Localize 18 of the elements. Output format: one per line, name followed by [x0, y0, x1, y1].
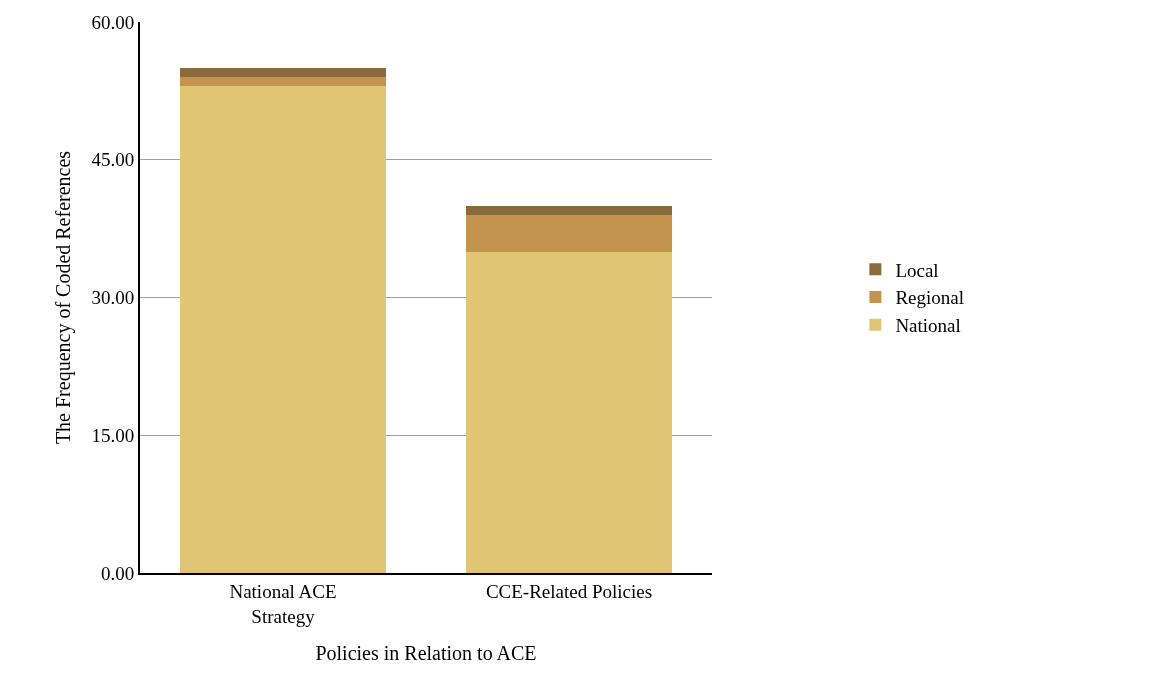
- legend-label: Local: [895, 259, 939, 281]
- y-tick-label: 15.00: [91, 424, 135, 446]
- bar: [180, 77, 386, 87]
- y-tick-label: 45.00: [91, 149, 135, 171]
- legend-label: Regional: [895, 287, 965, 309]
- legend-label: National: [895, 315, 961, 337]
- bar: [180, 67, 386, 78]
- y-tick-label: 30.00: [91, 287, 135, 309]
- y-axis-title: The Frequency of Coded References: [52, 150, 76, 445]
- y-tick-label: 60.00: [91, 11, 135, 33]
- bar: [466, 251, 672, 573]
- bar: [466, 205, 672, 215]
- y-tick-label: 0.00: [100, 562, 135, 584]
- x-tick-label: CCE-Related Policies: [485, 580, 653, 602]
- bar: [180, 86, 386, 573]
- x-axis-title: Policies in Relation to ACE: [315, 641, 537, 664]
- x-tick-label: National ACE Strategy: [229, 580, 337, 627]
- bar: [466, 214, 672, 252]
